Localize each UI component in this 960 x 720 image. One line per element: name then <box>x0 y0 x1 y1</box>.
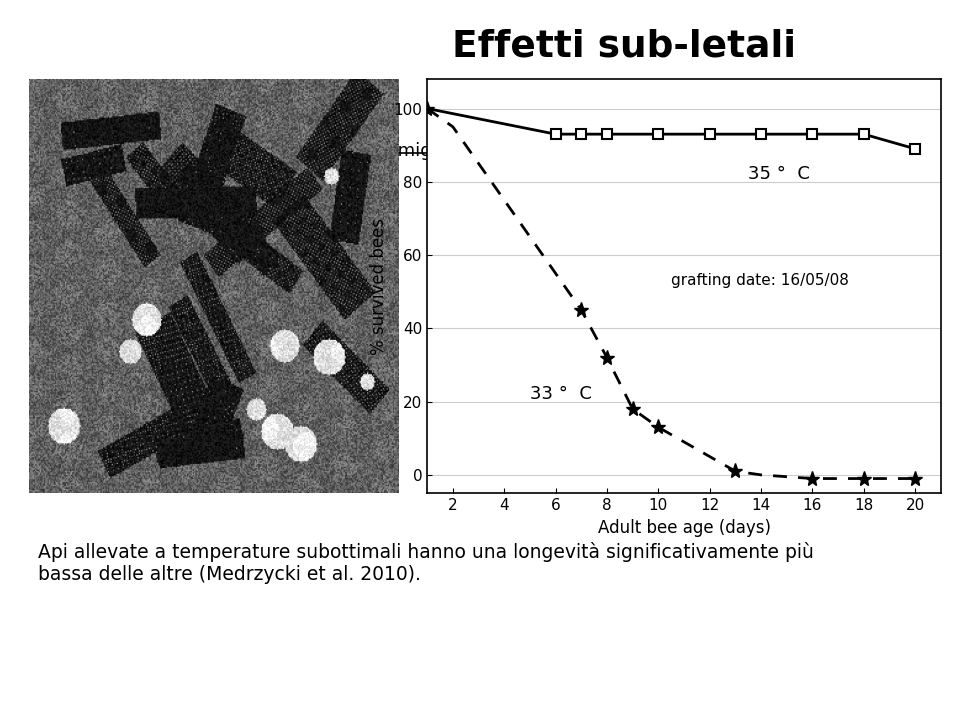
Text: Effetti dilazionati sulla famiglia della deficienza di termoregolazione: Effetti dilazionati sulla famiglia della… <box>174 142 786 160</box>
Text: 33 °  C: 33 ° C <box>530 385 591 403</box>
Text: Api allevate a temperature subottimali hanno una longevità significativamente pi: Api allevate a temperature subottimali h… <box>38 542 814 585</box>
Text: Effetti sub-letali: Effetti sub-letali <box>452 29 796 65</box>
X-axis label: Adult bee age (days): Adult bee age (days) <box>597 518 771 536</box>
Text: grafting date: 16/05/08: grafting date: 16/05/08 <box>671 273 849 288</box>
Y-axis label: % survived bees: % survived bees <box>370 217 388 355</box>
Text: 35 °  C: 35 ° C <box>748 166 810 184</box>
